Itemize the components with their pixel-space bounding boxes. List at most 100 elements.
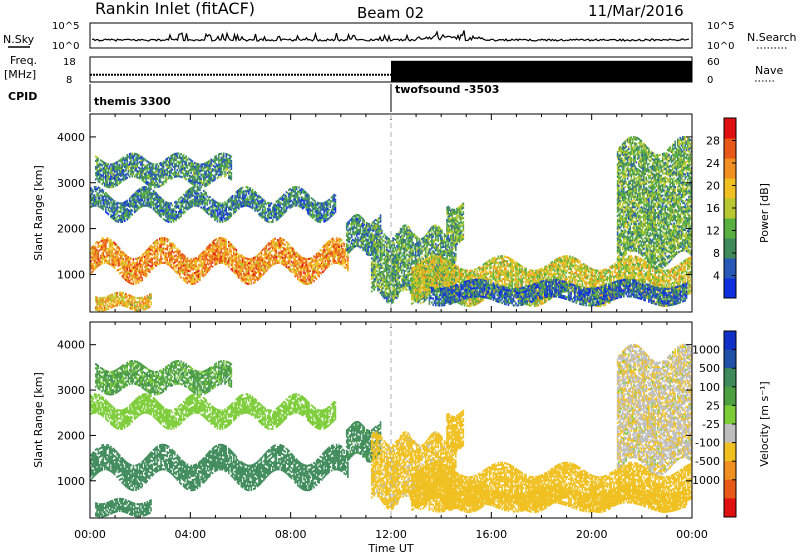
data-cell [197,281,199,283]
data-cell [306,262,308,264]
data-cell [212,266,214,268]
data-cell [284,244,286,246]
data-cell [276,258,278,260]
cpid-mode-1: themis 3300 [94,95,171,108]
nave-tick-top: 60 [707,57,720,68]
data-cell [103,252,105,254]
data-cell [136,260,138,262]
data-cell [167,249,169,251]
data-cell [195,263,197,265]
data-cell [278,260,280,262]
data-cell [219,254,221,256]
data-cell [160,260,162,262]
data-cell [248,283,250,285]
data-cell [179,273,181,275]
data-cell [301,271,303,273]
data-cell [278,262,280,264]
data-cell [288,243,290,245]
data-cell [192,262,194,264]
data-cell [311,282,313,284]
data-cell [261,255,263,257]
data-cell [168,239,170,241]
data-cell [105,243,107,245]
data-cell [308,272,310,274]
data-cell [218,239,220,241]
data-cell [284,259,286,261]
data-cell [105,258,107,260]
data-cell [316,278,318,280]
data-cell [98,254,100,256]
data-cell [163,252,165,254]
data-cell [105,245,107,247]
cpid-panel: CPID themis 3300 twofsound -3503 [8,83,499,112]
data-cell [333,258,335,260]
data-cell [293,249,295,251]
cpid-label: CPID [8,90,37,103]
data-cell [228,253,230,255]
data-cell [198,268,200,270]
data-cell [331,263,333,265]
data-cell [313,280,315,282]
data-cell [133,283,135,285]
data-cell [306,281,308,283]
data-cell [278,254,280,256]
data-cell [114,267,116,269]
data-cell [174,247,176,249]
data-cell [198,270,200,272]
freq-tick-top: 18 [63,57,76,68]
data-cell [174,245,176,247]
data-cell [231,250,233,252]
data-cell [305,272,307,274]
data-cell [109,259,111,261]
data-cell [141,258,143,260]
data-cell [160,246,162,248]
station-title: Rankin Inlet (fitACF) [95,0,255,18]
cpid-mode-2: twofsound -3503 [395,83,499,96]
data-cell [276,250,278,252]
data-cell [141,279,143,281]
data-cell [254,281,256,283]
data-cell [138,282,140,284]
data-cell [135,283,137,285]
data-cell [297,276,299,278]
data-cell [209,268,211,270]
data-cell [160,254,162,256]
data-cell [172,248,174,250]
data-cell [220,250,222,252]
nsky-frame [90,23,692,48]
data-cell [131,270,133,272]
data-cell [248,264,250,266]
data-cell [162,258,164,260]
data-cell [152,260,154,262]
data-cell [217,262,219,264]
data-cell [225,243,227,245]
data-cell [158,253,160,255]
data-cell [315,275,317,277]
data-cell [228,264,230,266]
data-cell [184,255,186,257]
data-cell [95,246,97,248]
radar-figure: Rankin Inlet (fitACF) Beam 02 11/Mar/201… [0,0,800,554]
data-cell [236,249,238,251]
data-cell [328,263,330,265]
data-cell [98,252,100,254]
data-cell [212,262,214,264]
freq-unit-label: [MHz] [4,68,36,81]
data-cell [133,281,135,283]
data-cell [225,241,227,243]
data-cell [157,239,159,241]
data-cell [301,273,303,275]
data-cell [233,250,235,252]
data-cell [227,248,229,250]
data-cell [231,252,233,254]
data-cell [318,275,320,277]
nsky-trace [92,30,689,41]
data-cell [153,267,155,269]
data-cell [146,274,148,276]
data-cell [306,260,308,262]
beam-label: Beam 02 [357,4,424,22]
data-cell [149,271,151,273]
data-cell [330,260,332,262]
nave-tick-bottom: 0 [707,75,713,86]
